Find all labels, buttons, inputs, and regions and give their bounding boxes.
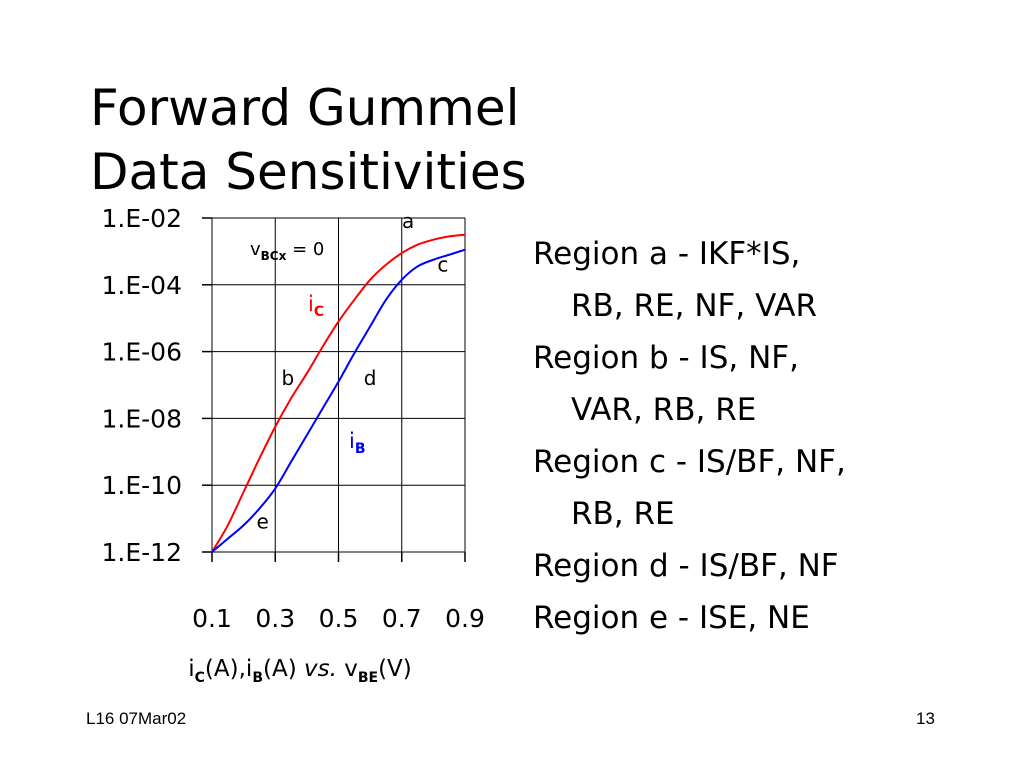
- x-tick-label: 0.1: [192, 604, 232, 633]
- region-list: Region a - IKF*IS, RB, RE, NF, VAR Regio…: [533, 228, 1003, 644]
- x-tick-label: 0.3: [255, 604, 295, 633]
- x-tick-label: 0.9: [445, 604, 485, 633]
- page-number: 13: [916, 709, 935, 728]
- title-line-2: Data Sensitivities: [90, 143, 527, 201]
- x-tick-label: 0.7: [382, 604, 422, 633]
- series-label-b: iB: [349, 429, 366, 457]
- series-label-c: iC: [308, 292, 324, 320]
- region-b-line1: Region b - IS, NF,: [533, 340, 799, 376]
- condition-label: vBCx = 0: [250, 239, 324, 263]
- region-d-line1: Region d - IS/BF, NF: [533, 548, 839, 584]
- series-line-b: [211, 248, 466, 553]
- region-c-line2: RB, RE: [571, 496, 675, 532]
- region-item: Region b - IS, NF, VAR, RB, RE: [533, 332, 1003, 436]
- region-label-b: b: [282, 366, 295, 390]
- title-line-1: Forward Gummel: [90, 79, 520, 137]
- y-tick-label: 1.E-10: [102, 471, 182, 500]
- region-a-line1: Region a - IKF*IS,: [533, 236, 801, 272]
- y-tick-label: 1.E-06: [102, 338, 182, 367]
- region-label-e: e: [256, 510, 268, 534]
- y-tick-label: 1.E-02: [102, 204, 182, 233]
- region-item: Region a - IKF*IS, RB, RE, NF, VAR: [533, 228, 1003, 332]
- series-line-c: [211, 233, 466, 553]
- y-tick-label: 1.E-08: [102, 404, 182, 433]
- region-e-line1: Region e - ISE, NE: [533, 600, 810, 636]
- region-label-d: d: [364, 366, 377, 390]
- region-item: Region c - IS/BF, NF, RB, RE: [533, 436, 1003, 540]
- region-c-line1: Region c - IS/BF, NF,: [533, 444, 846, 480]
- footer-date: L16 07Mar02: [86, 709, 187, 728]
- slide-title: Forward Gummel Data Sensitivities: [90, 76, 690, 204]
- region-a-line2: RB, RE, NF, VAR: [571, 288, 818, 324]
- region-item: Region e - ISE, NE: [533, 592, 1003, 644]
- y-tick-label: 1.E-12: [102, 538, 182, 567]
- x-tick-label: 0.5: [319, 604, 359, 633]
- chart-series: [211, 233, 466, 553]
- chart-axes: 1.E-02 1.E-04 1.E-06 1.E-08 1.E-10 1.E-12 0.1 0…: [102, 204, 485, 686]
- chart-labels: iC iB vBCx = 0 ac b d e: [250, 209, 448, 534]
- region-label-c: c: [437, 252, 448, 276]
- region-b-line2: VAR, RB, RE: [571, 392, 757, 428]
- region-item: Region d - IS/BF, NF: [533, 540, 1003, 592]
- region-label-a: a: [402, 209, 414, 233]
- y-tick-label: 1.E-04: [102, 271, 182, 300]
- x-axis-label: iC(A),iB(A) vs. vBE(V): [188, 656, 412, 686]
- chart-grid: [211, 217, 466, 553]
